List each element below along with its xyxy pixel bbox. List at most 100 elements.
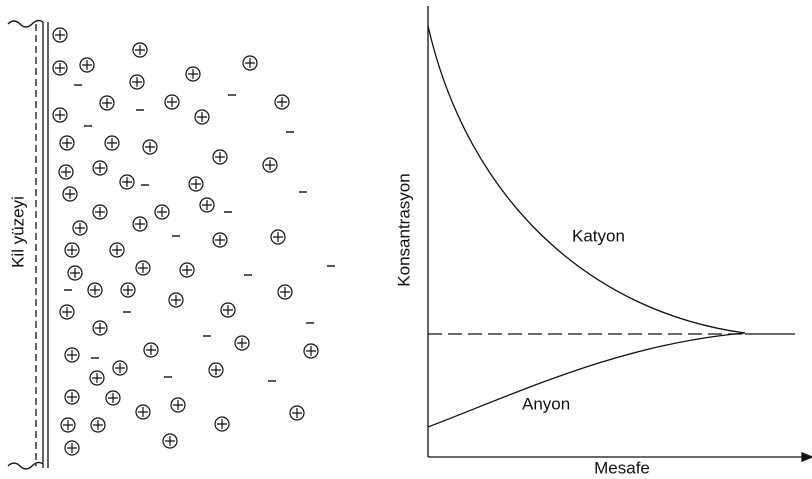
cation-sign — [70, 268, 80, 278]
surface-label: Kil yüzeyi — [8, 196, 27, 268]
cation — [90, 417, 106, 433]
cation — [303, 343, 319, 359]
cation-sign — [67, 392, 77, 402]
cation-sign — [237, 338, 247, 348]
cation — [60, 417, 76, 433]
cation-sign — [191, 179, 201, 189]
cation — [208, 362, 224, 378]
cation — [135, 260, 151, 276]
cation-sign — [211, 365, 221, 375]
cation — [289, 405, 305, 421]
cation — [168, 292, 184, 308]
cation-sign — [67, 350, 77, 360]
curve-label: Anyon — [522, 394, 570, 413]
cation — [199, 197, 215, 213]
cation-sign — [102, 98, 112, 108]
cation — [142, 139, 158, 155]
cation-sign — [95, 163, 105, 173]
cation — [119, 174, 135, 190]
cation-sign — [167, 97, 177, 107]
cation — [132, 42, 148, 58]
cation — [135, 404, 151, 420]
cation — [162, 433, 178, 449]
cation-sign — [173, 400, 183, 410]
cation — [59, 304, 75, 320]
break-mark — [7, 19, 44, 28]
cation-sign — [265, 160, 275, 170]
cation — [270, 229, 286, 245]
cation-sign — [277, 97, 287, 107]
cation — [99, 95, 115, 111]
cation — [52, 60, 68, 76]
cation-sign — [82, 60, 92, 70]
cation-sign — [75, 223, 85, 233]
cation — [214, 416, 230, 432]
cation-sign — [135, 219, 145, 229]
cation-sign — [92, 373, 102, 383]
cation-sign — [215, 152, 225, 162]
clay-surface — [7, 19, 49, 470]
x-axis-arrow — [801, 452, 812, 462]
cation — [242, 55, 258, 71]
cation-sign — [135, 45, 145, 55]
cation-sign — [115, 363, 125, 373]
cation — [79, 57, 95, 73]
cation — [234, 335, 250, 351]
cation — [52, 27, 68, 43]
cation-sign — [182, 265, 192, 275]
cation-sign — [145, 142, 155, 152]
cation-sign — [122, 177, 132, 187]
cation-sign — [292, 408, 302, 418]
cation — [212, 232, 228, 248]
cation-sign — [67, 245, 77, 255]
cation — [109, 242, 125, 258]
cation — [104, 135, 120, 151]
cation-sign — [165, 436, 175, 446]
cation — [92, 160, 108, 176]
cation-sign — [245, 58, 255, 68]
cation-sign — [63, 420, 73, 430]
cation — [112, 360, 128, 376]
cation — [212, 149, 228, 165]
cation — [179, 262, 195, 278]
cation — [67, 265, 83, 281]
x-axis-label: Mesafe — [594, 458, 650, 477]
cation — [105, 390, 121, 406]
cation-sign — [157, 207, 167, 217]
cation — [72, 220, 88, 236]
cation — [129, 74, 145, 90]
cation-sign — [55, 63, 65, 73]
cation-sign — [55, 30, 65, 40]
cation — [164, 94, 180, 110]
cation-sign — [112, 245, 122, 255]
cation — [62, 186, 78, 202]
graph — [427, 6, 812, 462]
cation — [64, 389, 80, 405]
cation-sign — [132, 77, 142, 87]
cation-sign — [95, 207, 105, 217]
cation-curve — [427, 25, 746, 334]
cation — [154, 204, 170, 220]
cation-sign — [55, 110, 65, 120]
cation-sign — [146, 345, 156, 355]
cation-sign — [217, 419, 227, 429]
cation — [274, 94, 290, 110]
cation-sign — [197, 112, 207, 122]
cation-sign — [65, 189, 75, 199]
cation — [120, 282, 136, 298]
cation — [277, 284, 293, 300]
cation-sign — [123, 285, 133, 295]
cation-sign — [67, 443, 77, 453]
cation-sign — [280, 287, 290, 297]
cation-sign — [61, 167, 71, 177]
cation — [185, 66, 201, 82]
cation — [194, 109, 210, 125]
cation-sign — [108, 393, 118, 403]
ions — [52, 27, 335, 456]
cation-sign — [138, 407, 148, 417]
cation — [92, 320, 108, 336]
cation-sign — [306, 346, 316, 356]
cation-sign — [171, 295, 181, 305]
cation — [170, 397, 186, 413]
